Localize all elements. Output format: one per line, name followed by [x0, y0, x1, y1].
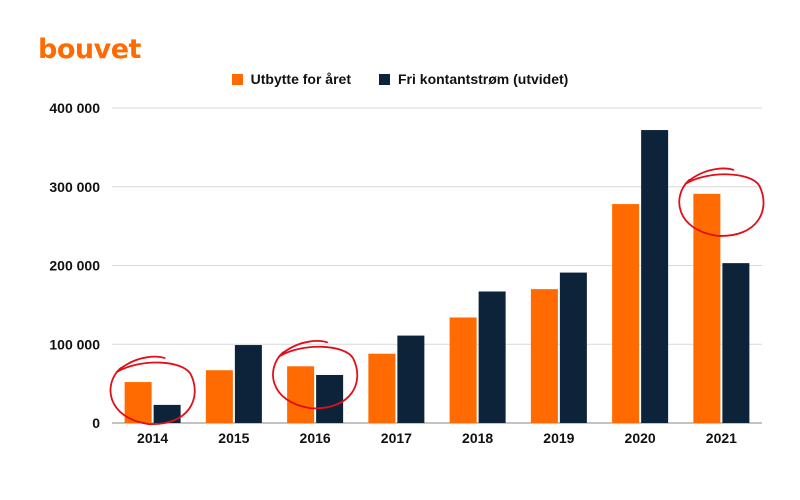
bar-dividend-2016: [287, 366, 315, 423]
bar-dividend-2021: [693, 193, 721, 423]
bar-cashflow-2015: [234, 345, 262, 423]
bar-dividend-2014: [124, 382, 152, 423]
bar-cashflow-2021: [722, 263, 750, 423]
x-tick-label: 2021: [706, 430, 737, 446]
legend-label-cashflow: Fri kontantstrøm (utvidet): [398, 71, 569, 87]
bar-cashflow-2017: [397, 335, 425, 423]
legend-item-cashflow: Fri kontantstrøm (utvidet): [379, 71, 568, 87]
x-tick-label: 2015: [218, 430, 249, 446]
bar-dividend-2020: [612, 204, 640, 423]
bar-cashflow-2014: [153, 404, 181, 423]
x-tick-label: 2017: [381, 430, 412, 446]
bar-dividend-2017: [368, 353, 396, 423]
x-tick-label: 2018: [462, 430, 493, 446]
chart-legend: Utbytte for året Fri kontantstrøm (utvid…: [0, 71, 800, 87]
highlight-circle-2021: [678, 167, 765, 237]
y-tick-label: 300 000: [49, 179, 100, 195]
highlight-circle-2016: [272, 340, 359, 410]
bar-cashflow-2018: [478, 291, 506, 423]
bar-cashflow-2016: [316, 374, 344, 423]
x-tick-label: 2016: [300, 430, 331, 446]
y-tick-label: 200 000: [49, 258, 100, 274]
bar-cashflow-2020: [641, 130, 669, 424]
bar-dividend-2019: [530, 289, 558, 423]
legend-swatch-dividend: [231, 73, 243, 85]
x-tick-label: 2019: [543, 430, 574, 446]
bar-cashflow-2019: [559, 272, 587, 423]
y-tick-label: 400 000: [49, 100, 100, 116]
y-tick-label: 100 000: [49, 336, 100, 352]
legend-item-dividend: Utbytte for året: [231, 71, 351, 87]
legend-swatch-cashflow: [379, 73, 390, 85]
x-tick-label: 2014: [137, 430, 168, 446]
y-tick-label: 0: [92, 415, 100, 431]
bar-dividend-2018: [449, 317, 477, 423]
x-tick-label: 2020: [625, 430, 656, 446]
bar-dividend-2015: [205, 370, 233, 423]
legend-label-dividend: Utbytte for året: [250, 71, 351, 87]
bouvet-logo: bouvet: [38, 34, 141, 65]
highlight-circle-2014: [109, 355, 196, 425]
